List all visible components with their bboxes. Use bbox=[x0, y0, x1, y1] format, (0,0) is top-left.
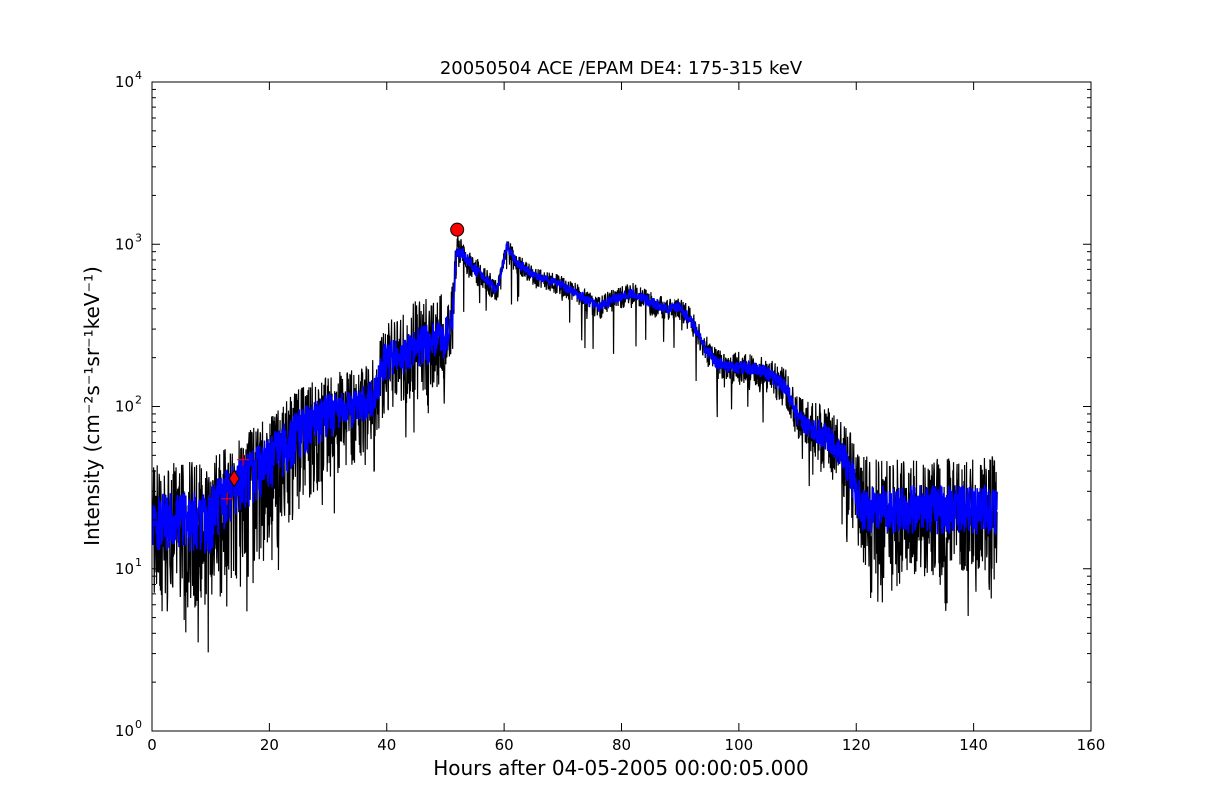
y-tick-exponent: 0 bbox=[135, 718, 142, 731]
x-tick-label: 40 bbox=[377, 736, 396, 754]
y-tick-exponent: 3 bbox=[135, 231, 142, 244]
x-tick-label: 120 bbox=[842, 736, 871, 754]
y-tick-label: 10 bbox=[115, 560, 134, 578]
x-axis-label: Hours after 04-05-2005 00:00:05.000 bbox=[433, 756, 809, 780]
chart-title: 20050504 ACE /EPAM DE4: 175-315 keV bbox=[440, 58, 803, 79]
y-tick-exponent: 4 bbox=[135, 69, 142, 82]
x-tick-label: 100 bbox=[725, 736, 754, 754]
x-tick-label: 0 bbox=[147, 736, 157, 754]
smoothed-intensity-line bbox=[152, 242, 998, 554]
x-tick-label: 20 bbox=[260, 736, 279, 754]
x-tick-label: 80 bbox=[612, 736, 631, 754]
time-marker-plus bbox=[221, 492, 234, 505]
x-tick-label: 140 bbox=[959, 736, 988, 754]
plot-area bbox=[152, 235, 998, 653]
peak-marker-circle bbox=[450, 222, 465, 237]
x-tick-label: 160 bbox=[1077, 736, 1106, 754]
y-tick-label: 10 bbox=[115, 398, 134, 416]
event-markers bbox=[221, 222, 465, 505]
y-tick-label: 10 bbox=[115, 235, 134, 253]
time-marker-plus bbox=[236, 453, 249, 466]
y-tick-exponent: 2 bbox=[135, 394, 142, 407]
y-tick-label: 10 bbox=[115, 73, 134, 91]
x-tick-label: 60 bbox=[495, 736, 514, 754]
y-axis-label: Intensity (cm⁻²s⁻¹sr⁻¹keV⁻¹) bbox=[80, 266, 104, 546]
y-tick-exponent: 1 bbox=[135, 556, 142, 569]
y-tick-label: 10 bbox=[115, 722, 134, 740]
onset-marker-diamond bbox=[228, 469, 240, 488]
